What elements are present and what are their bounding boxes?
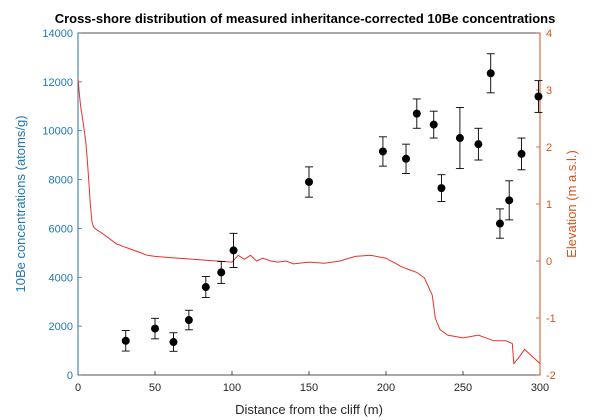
right-y-tick-label: 1 xyxy=(546,199,552,211)
x-axis-label: Distance from the cliff (m) xyxy=(235,402,383,417)
sample-point xyxy=(402,143,411,174)
chart-title: Cross-shore distribution of measured inh… xyxy=(55,11,556,26)
data-point xyxy=(169,338,178,347)
data-point xyxy=(437,184,446,193)
sample-point xyxy=(495,208,504,239)
sample-point xyxy=(184,309,193,331)
data-point xyxy=(534,92,543,101)
sample-point xyxy=(474,127,483,161)
x-tick-label: 150 xyxy=(300,382,318,394)
elevation-profile xyxy=(77,78,541,365)
right-y-tick-label: 0 xyxy=(546,256,552,268)
plot-area xyxy=(77,32,541,376)
data-point xyxy=(495,219,504,228)
sample-point xyxy=(378,136,387,167)
data-point xyxy=(151,324,159,333)
sample-point xyxy=(201,276,210,299)
right-y-tick-label: 3 xyxy=(546,85,552,97)
data-point xyxy=(229,246,238,255)
sample-point xyxy=(121,330,130,352)
data-point xyxy=(474,140,483,149)
left-y-tick-label: 0 xyxy=(67,370,73,382)
sample-point xyxy=(151,317,159,340)
left-y-tick-label: 10000 xyxy=(42,126,73,138)
left-y-tick-label: 14000 xyxy=(42,28,73,40)
elevation-profile-line xyxy=(77,78,541,365)
x-tick-label: 0 xyxy=(75,382,81,394)
left-y-tick-label: 12000 xyxy=(42,77,73,89)
right-y-axis: -2 -1 0 1 2 3 4 xyxy=(536,28,556,382)
sample-point xyxy=(169,332,178,352)
sample-point xyxy=(437,174,446,203)
x-tick-label: 250 xyxy=(454,382,472,394)
right-y-tick-label: -1 xyxy=(546,313,556,325)
data-point xyxy=(217,268,226,277)
data-point xyxy=(402,154,411,163)
sample-point xyxy=(505,180,514,221)
left-y-tick-label: 6000 xyxy=(49,223,73,235)
sample-points xyxy=(121,53,543,352)
sample-point xyxy=(412,98,421,129)
sample-point xyxy=(486,53,495,94)
right-y-tick-label: 4 xyxy=(546,28,552,40)
x-tick-label: 100 xyxy=(223,382,241,394)
data-point xyxy=(378,147,387,156)
data-point xyxy=(455,134,464,143)
sample-point xyxy=(229,232,238,268)
left-y-axis: 0 2000 4000 6000 8000 10000 12000 14000 xyxy=(42,28,82,382)
data-point xyxy=(517,149,526,158)
sample-point xyxy=(517,137,526,171)
x-axis: 0 50 100 150 200 250 300 xyxy=(75,371,549,394)
data-point xyxy=(412,109,421,118)
right-y-axis-label: Elevation (m a.s.l.) xyxy=(564,150,579,258)
x-tick-label: 50 xyxy=(149,382,161,394)
data-point xyxy=(429,120,438,129)
sample-point xyxy=(534,80,543,113)
x-tick-label: 300 xyxy=(531,382,549,394)
sample-point xyxy=(305,166,313,198)
left-y-axis-label: 10Be concentrations (atoms/g) xyxy=(13,115,28,292)
data-point xyxy=(201,283,210,292)
data-point xyxy=(486,69,495,78)
sample-point xyxy=(217,260,226,284)
left-y-tick-label: 2000 xyxy=(49,321,73,333)
left-y-tick-label: 4000 xyxy=(49,272,73,284)
data-point xyxy=(121,336,130,345)
left-y-tick-label: 8000 xyxy=(49,175,73,187)
right-y-tick-label: -2 xyxy=(546,370,556,382)
right-y-tick-label: 2 xyxy=(546,142,552,154)
data-point xyxy=(184,316,193,325)
sample-point xyxy=(455,107,464,170)
sample-point xyxy=(429,110,438,139)
x-tick-label: 200 xyxy=(377,382,395,394)
data-point xyxy=(505,196,514,205)
data-point xyxy=(305,178,313,187)
